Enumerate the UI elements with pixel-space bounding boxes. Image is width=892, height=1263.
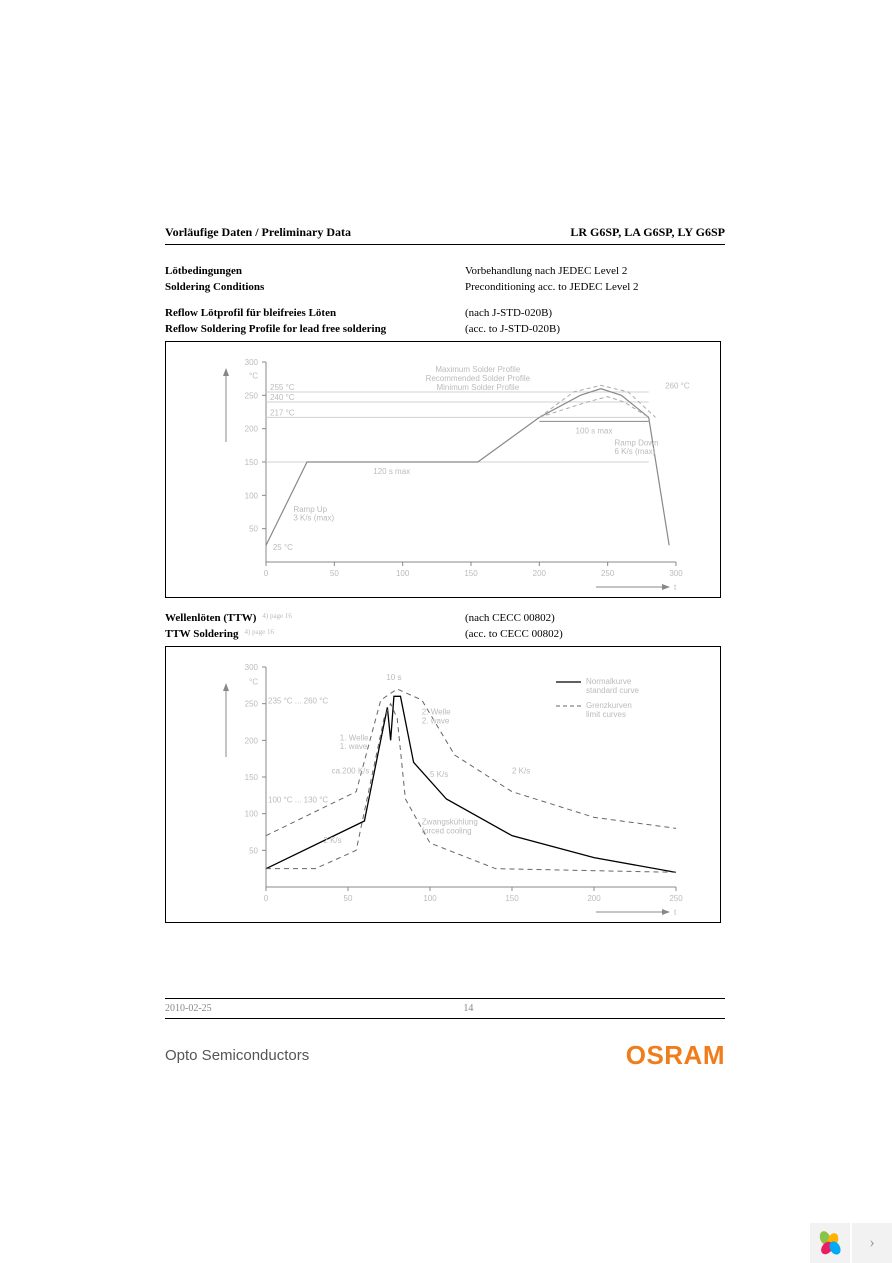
svg-text:217 °C: 217 °C [270, 408, 295, 417]
svg-text:2 K/s: 2 K/s [323, 836, 341, 845]
svg-text:Zwangskühlung: Zwangskühlung [422, 818, 478, 827]
svg-text:235 °C ... 260 °C: 235 °C ... 260 °C [268, 697, 328, 706]
svg-text:3 K/s (max): 3 K/s (max) [293, 514, 334, 523]
svg-text:Ramp Down: Ramp Down [615, 438, 659, 447]
sec3-r1: (nach CECC 00802) [465, 612, 555, 624]
svg-text:10 s: 10 s [386, 673, 401, 682]
page-footer: 2010-02-25 14 [165, 998, 725, 1014]
reflow-chart: t 0 50 100 150 200 250 300 50 100 150 200 250 300 °C 25… [165, 341, 721, 598]
svg-text:5 K/s: 5 K/s [430, 770, 448, 779]
svg-text:200: 200 [245, 736, 259, 745]
svg-text:250: 250 [669, 894, 683, 903]
svg-text:240 °C: 240 °C [270, 393, 295, 402]
osram-logo: OSRAM [626, 1040, 725, 1071]
svg-text:Maximum Solder Profile: Maximum Solder Profile [435, 365, 520, 374]
svg-text:300: 300 [245, 663, 259, 672]
svg-text:100 s max: 100 s max [576, 426, 613, 435]
footer-date: 2010-02-25 [165, 1003, 212, 1014]
svg-text:255 °C: 255 °C [270, 383, 295, 392]
svg-text:6 K/s (max): 6 K/s (max) [615, 447, 656, 456]
svg-text:300: 300 [669, 569, 683, 578]
svg-text:t: t [674, 908, 677, 917]
svg-text:200: 200 [533, 569, 547, 578]
svg-text:120 s max: 120 s max [373, 467, 410, 476]
svg-text:150: 150 [464, 569, 478, 578]
header-right: LR G6SP, LA G6SP, LY G6SP [570, 225, 725, 240]
svg-text:°C: °C [249, 371, 258, 380]
svg-text:0: 0 [264, 569, 269, 578]
svg-text:Minimum Solder Profile: Minimum Solder Profile [436, 383, 519, 392]
svg-text:250: 250 [245, 391, 259, 400]
svg-text:300: 300 [245, 358, 259, 367]
page-header: Vorläufige Daten / Preliminary Data LR G… [165, 225, 725, 245]
sec3-note2: 4) page 16 [244, 628, 274, 640]
sec2-l1: Reflow Lötprofil für bleifreies Löten [165, 307, 465, 319]
svg-text:°C: °C [249, 678, 258, 687]
svg-text:150: 150 [505, 894, 519, 903]
svg-text:100: 100 [245, 491, 259, 500]
next-arrow[interactable]: › [852, 1223, 892, 1263]
svg-text:limit curves: limit curves [586, 710, 626, 719]
svg-text:50: 50 [344, 894, 353, 903]
svg-text:forced cooling: forced cooling [422, 826, 472, 835]
svg-text:100 °C ... 130 °C: 100 °C ... 130 °C [268, 796, 328, 805]
sec2-r1: (nach J-STD-020B) [465, 307, 552, 319]
svg-text:1. wave: 1. wave [340, 742, 368, 751]
sec3-l1: Wellenlöten (TTW) [165, 612, 256, 624]
sec1-l2: Soldering Conditions [165, 281, 465, 293]
opto-label: Opto Semiconductors [165, 1047, 309, 1064]
sec2-l2: Reflow Soldering Profile for lead free s… [165, 323, 465, 335]
sec1-r2: Preconditioning acc. to JEDEC Level 2 [465, 281, 639, 293]
svg-text:200: 200 [245, 425, 259, 434]
svg-text:150: 150 [245, 773, 259, 782]
svg-text:Grenzkurven: Grenzkurven [586, 701, 632, 710]
svg-text:200: 200 [587, 894, 601, 903]
svg-text:t: t [674, 583, 677, 592]
svg-text:2. Welle: 2. Welle [422, 708, 451, 717]
sec1-l1: Lötbedingungen [165, 265, 465, 277]
svg-text:0: 0 [264, 894, 269, 903]
svg-text:50: 50 [249, 846, 258, 855]
ttw-chart: t 0 50 100 150 200 250 50 100 150 200 250 300 °C Norma… [165, 646, 721, 923]
sec3-r2: (acc. to CECC 00802) [465, 628, 563, 640]
svg-text:Recommended Solder Profile: Recommended Solder Profile [426, 374, 531, 383]
svg-text:260 °C: 260 °C [665, 382, 690, 391]
svg-text:standard curve: standard curve [586, 686, 639, 695]
footer-page: 14 [463, 1003, 473, 1014]
svg-text:100: 100 [245, 810, 259, 819]
svg-text:250: 250 [245, 700, 259, 709]
svg-text:100: 100 [423, 894, 437, 903]
svg-text:50: 50 [330, 569, 339, 578]
svg-text:Ramp Up: Ramp Up [293, 505, 327, 514]
svg-text:250: 250 [601, 569, 615, 578]
sec2-r2: (acc. to J-STD-020B) [465, 323, 560, 335]
svg-text:150: 150 [245, 458, 259, 467]
sec1-r1: Vorbehandlung nach JEDEC Level 2 [465, 265, 627, 277]
sec3-note1: 4) page 16 [262, 612, 292, 624]
logo-thumb[interactable] [810, 1223, 850, 1263]
svg-text:100: 100 [396, 569, 410, 578]
svg-text:1. Welle: 1. Welle [340, 733, 369, 742]
header-left: Vorläufige Daten / Preliminary Data [165, 225, 351, 240]
svg-text:Normalkurve: Normalkurve [586, 677, 632, 686]
brand-row: Opto Semiconductors OSRAM [165, 1040, 725, 1071]
svg-text:ca.200 K/s: ca.200 K/s [332, 766, 370, 775]
svg-text:25 °C: 25 °C [273, 543, 293, 552]
nav-thumbs: › [808, 1223, 892, 1263]
svg-text:2. wave: 2. wave [422, 716, 450, 725]
svg-text:2 K/s: 2 K/s [512, 766, 530, 775]
svg-text:50: 50 [249, 525, 258, 534]
sec3-l2: TTW Soldering [165, 628, 238, 640]
